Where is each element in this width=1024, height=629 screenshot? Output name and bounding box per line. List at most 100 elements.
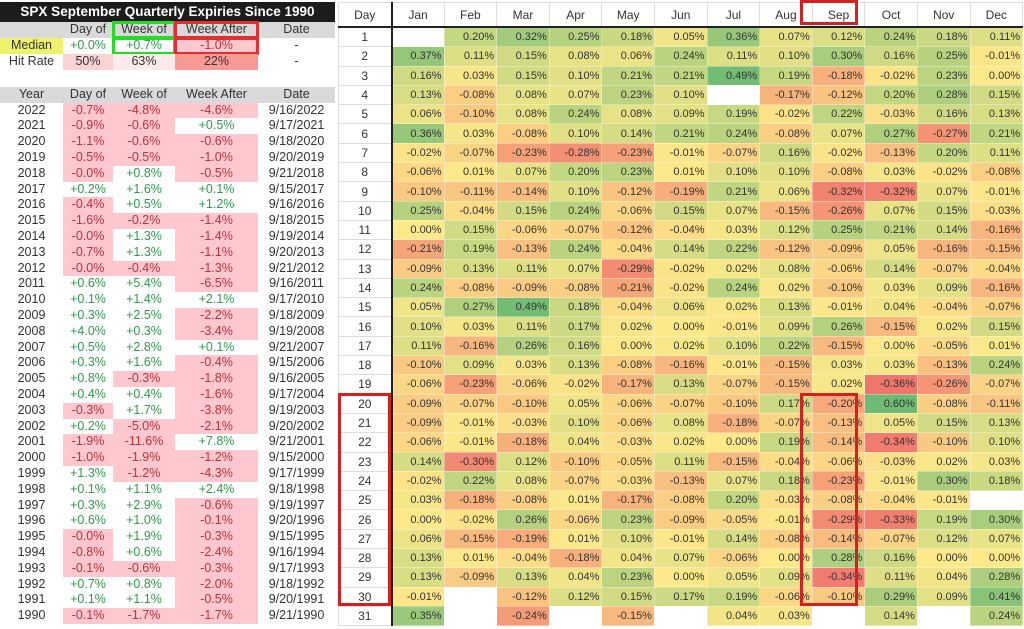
heatmap-cell-mar: 0.13% xyxy=(496,567,550,588)
year-rows: 2022 -0.7% -4.8% -4.6% 9/16/2022 2021 -0.9% -0.… xyxy=(0,102,335,624)
heatmap-cell-jun: 0.10% xyxy=(653,84,708,106)
heatmap-cell-aug: -0.08% xyxy=(759,123,813,144)
heatmap-row: 10 0.25% -0.04% 0.15% 0.24% -0.06% 0.15% 0.07% -… xyxy=(338,200,1024,221)
cell-date: 9/21/2012 xyxy=(268,260,325,275)
heatmap-cell-nov: 0.09% xyxy=(916,277,971,299)
heatmap-cell-feb: -0.15% xyxy=(443,528,498,550)
day-label: 17 xyxy=(338,335,393,357)
heatmap-cell-dec: 0.18% xyxy=(969,470,1024,492)
day-label: 1 xyxy=(338,26,393,48)
cell-year: 2021 xyxy=(17,118,46,133)
heatmap-cell-nov: 0.23% xyxy=(916,65,971,86)
heatmap-cell-feb: -0.11% xyxy=(443,181,498,202)
cell-week-after: -3.4% xyxy=(175,323,258,340)
cell-week-after: -2.0% xyxy=(175,576,258,593)
heatmap-cell-feb: -0.07% xyxy=(443,142,498,164)
heatmap-cell-mar: 0.07% xyxy=(496,162,550,183)
heatmap-cell-aug: 0.22% xyxy=(759,335,813,357)
heatmap-cell-feb: 0.01% xyxy=(443,162,498,183)
year-row: 2013 -0.7% +1.3% -1.1% 9/20/2013 xyxy=(0,244,335,261)
heatmap-cell-feb: 0.09% xyxy=(443,355,498,376)
heatmap-cell-jun xyxy=(653,605,708,627)
header-day: Day xyxy=(338,2,393,28)
heatmap-cell-jul: 0.02% xyxy=(706,258,761,279)
heatmap-cell-apr: 0.01% xyxy=(548,490,603,511)
heatmap-cell-sep: -0.29% xyxy=(811,509,866,530)
cell-year: 2007 xyxy=(17,339,46,354)
heatmap-cell-aug: 0.13% xyxy=(759,297,813,318)
year-row: 2002 +0.2% -5.0% -2.1% 9/20/2002 xyxy=(0,418,335,435)
heatmap-cell-aug: -0.17% xyxy=(759,84,813,106)
cell-day-of: +0.8% xyxy=(70,371,106,386)
heatmap-row: 25 0.03% -0.18% -0.08% 0.01% -0.17% -0.08% 0.20… xyxy=(338,490,1024,511)
heatmap-cell-jan: -0.09% xyxy=(391,412,445,434)
year-row: 1990 -0.1% -1.7% -1.7% 9/21/1990 xyxy=(0,608,335,624)
cell-day-of: -0.0% xyxy=(63,529,113,545)
heatmap-cell-oct: -0.32% xyxy=(864,181,918,202)
cell-day-of: -0.1% xyxy=(63,608,113,624)
heatmap-cell-may: 0.23% xyxy=(601,162,655,183)
heatmap-cell-feb: -0.23% xyxy=(443,374,498,395)
header-date: Date xyxy=(283,22,310,36)
heatmap-cell-sep: -0.18% xyxy=(811,65,866,86)
cell-year: 2002 xyxy=(17,418,46,433)
heatmap-cell-oct: -0.15% xyxy=(864,316,918,337)
heatmap-cell-mar: -0.12% xyxy=(496,586,550,607)
heatmap-cell-feb: -0.18% xyxy=(443,490,498,511)
heatmap-row: 31 0.35% -0.24% -0.15% 0.04% 0.03% 0.14% 0.24% xyxy=(338,605,1024,627)
heatmap-cell-may: -0.23% xyxy=(601,142,655,164)
heatmap-cell-nov: -0.07% xyxy=(916,258,971,279)
heatmap-cell-sep: 0.22% xyxy=(811,104,866,125)
heatmap-row: 16 0.10% 0.03% 0.11% 0.17% 0.02% 0.00% -0.01% 0.… xyxy=(338,316,1024,337)
heatmap-cell-jun: 0.06% xyxy=(653,297,708,318)
heatmap-row: 13 -0.09% 0.13% 0.11% 0.07% -0.29% -0.02% 0.02%… xyxy=(338,258,1024,279)
cell-day-of: -1.0% xyxy=(63,450,113,466)
heatmap-cell-mar: -0.23% xyxy=(496,142,550,164)
day-label: 16 xyxy=(338,316,393,337)
cell-date: 9/19/1997 xyxy=(268,497,325,512)
heatmap-cell-jul: -0.10% xyxy=(706,393,761,414)
heatmap-cell-dec: 0.03% xyxy=(969,451,1024,472)
heatmap-cell-apr: 0.18% xyxy=(548,297,603,318)
heatmap-cell-nov: 0.02% xyxy=(916,451,971,472)
heatmap-cell-may: -0.03% xyxy=(601,470,655,492)
cell-week-of: -0.3% xyxy=(113,371,175,387)
heatmap-cell-nov: 0.19% xyxy=(916,509,971,530)
heatmap-cell-sep: 0.25% xyxy=(811,219,866,241)
heatmap-cell-oct: 0.16% xyxy=(864,46,918,67)
heatmap-cell-feb: -0.04% xyxy=(443,200,498,221)
cell-year: 2008 xyxy=(17,323,46,338)
heatmap-cell-may: 0.14% xyxy=(601,123,655,144)
cell-week-of: +1.1% xyxy=(126,592,162,607)
cell-day-of: -0.7% xyxy=(63,244,113,261)
cell-date: 9/19/2014 xyxy=(268,228,325,243)
heatmap-cell-aug: 0.09% xyxy=(759,567,813,588)
heatmap-cell-mar: -0.08% xyxy=(496,490,550,511)
heatmap-cell-mar: 0.26% xyxy=(496,335,550,357)
heatmap-cell-mar: 0.15% xyxy=(496,46,550,67)
cell-week-after: -2.2% xyxy=(175,307,258,324)
heatmap-cell-aug: 0.09% xyxy=(759,316,813,337)
heatmap-row: 11 0.00% 0.15% -0.06% -0.07% -0.12% -0.04% 0.03… xyxy=(338,219,1024,241)
heatmap-cell-oct: -0.33% xyxy=(864,509,918,530)
cell-day-of: +0.3% xyxy=(70,355,106,370)
heatmap-cell-may: 0.08% xyxy=(601,104,655,125)
median-week-of: +0.7% xyxy=(112,37,176,55)
heatmap-cell-may: 0.23% xyxy=(601,84,655,106)
year-row: 2003 -0.3% +1.7% -3.8% 9/19/2003 xyxy=(0,402,335,419)
cell-week-of: +2.8% xyxy=(126,339,162,354)
heatmap-cell-jul xyxy=(706,84,761,106)
cell-week-of: +1.9% xyxy=(126,529,162,544)
heatmap-cell-dec: -0.08% xyxy=(969,162,1024,183)
heatmap-cell-jun: 0.05% xyxy=(653,26,708,48)
heatmap-cell-feb: -0.08% xyxy=(443,277,498,299)
heatmap-cell-may: 0.10% xyxy=(601,528,655,550)
cell-week-after: -1.1% xyxy=(175,244,258,261)
cell-week-of: +1.4% xyxy=(126,292,162,307)
heatmap-cell-jan: -0.09% xyxy=(391,393,445,414)
heatmap-cell-dec: 0.11% xyxy=(969,142,1024,164)
year-row: 1994 -0.8% +0.6% -2.4% 9/16/1994 xyxy=(0,544,335,561)
heatmap-cell-jul: 0.24% xyxy=(706,277,761,299)
heatmap-cell-aug: -0.06% xyxy=(759,586,813,607)
cell-week-of: +1.0% xyxy=(126,513,162,528)
